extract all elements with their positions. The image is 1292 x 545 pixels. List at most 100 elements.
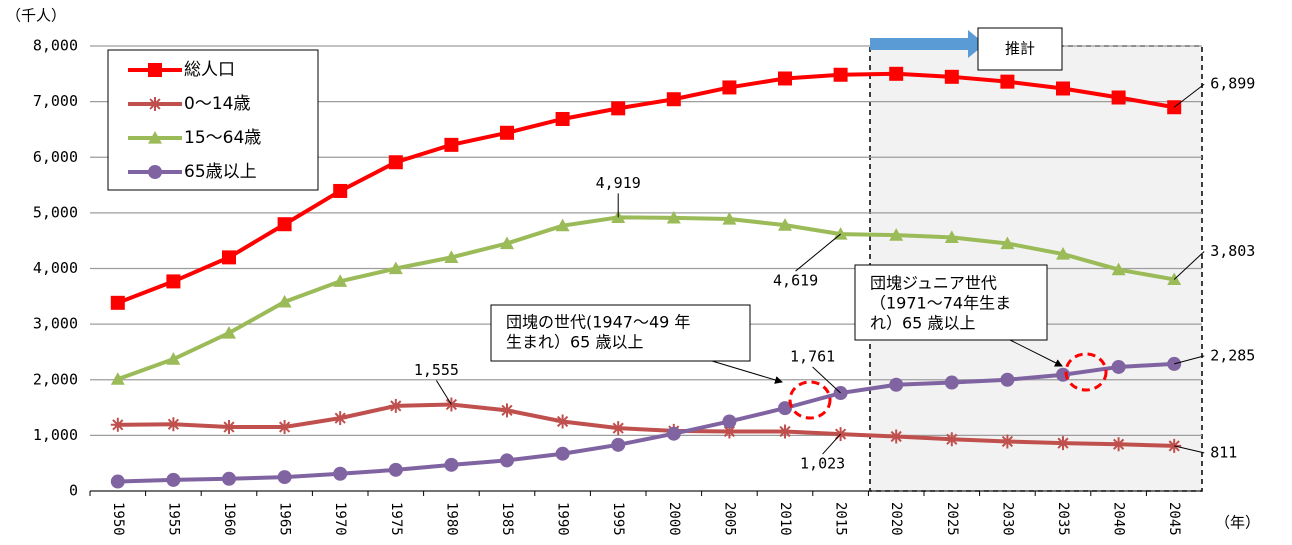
x-tick-label: 2010 [777,502,793,536]
x-tick-label: 1985 [499,502,515,536]
annotation-arrow [711,360,783,384]
marker [1056,247,1070,260]
marker [611,101,626,116]
marker [222,250,236,265]
x-tick-label: 1950 [110,502,126,536]
marker [500,403,514,418]
marker [222,420,236,435]
marker [166,417,181,432]
x-tick-label: 1965 [277,502,293,536]
marker [1167,272,1182,286]
y-tick-label: 2,000 [33,370,78,388]
marker [277,217,292,232]
data-label: 811 [1210,443,1237,461]
x-tick-label: 1980 [443,502,459,536]
x-tick-label: 2005 [721,502,737,536]
marker [388,155,403,170]
y-tick-label: 6,000 [33,148,78,166]
y-tick-label: 3,000 [33,315,78,333]
marker [444,137,459,152]
data-label: 6,899 [1210,75,1255,93]
x-axis-label: （年） [1215,514,1260,532]
marker [500,453,514,468]
x-tick-label: 2015 [833,502,849,536]
y-tick-label: 8,000 [33,37,78,55]
marker [889,429,904,444]
x-tick-label: 2025 [944,502,960,536]
marker [555,446,570,461]
marker [277,294,292,308]
marker [166,274,181,289]
label-leader [1173,251,1205,280]
marker [555,414,570,429]
x-tick-label: 2045 [1166,502,1182,536]
label-leader [435,380,452,405]
x-tick-label: 1960 [221,502,237,536]
marker [1000,236,1015,250]
legend-label: 総人口 [184,60,235,80]
marker [333,183,348,198]
marker [388,462,403,477]
marker [778,71,792,86]
annotation-box [854,264,1048,341]
series-line [117,71,1175,305]
data-label: 4,919 [596,174,641,192]
marker [500,125,514,140]
highlight-circle [788,380,832,420]
marker [1000,372,1015,387]
marker [1111,359,1126,374]
marker [444,457,459,472]
data-label: 3,803 [1210,242,1255,260]
marker [388,261,403,275]
label-leader [1174,355,1205,365]
annotation-text: 団塊ジュニア世代 [870,274,997,293]
x-tick-label: 2030 [999,502,1015,536]
marker [148,63,162,77]
marker [611,421,626,436]
data-label: 1,555 [414,361,459,379]
annotation-text: れ）65 歳以上 [870,314,975,333]
marker [1167,438,1182,453]
legend-label: 65歳以上 [184,162,257,182]
forecast-arrow-head [968,30,985,58]
series-line [117,402,1175,448]
marker [388,398,403,413]
legend [107,49,319,191]
marker [722,211,737,225]
marker [944,375,959,390]
x-tick-label: 2020 [888,502,904,536]
marker [611,437,626,452]
marker [778,218,792,231]
marker [722,80,737,95]
marker [1111,262,1126,276]
marker [1000,434,1015,449]
marker [500,236,514,250]
marker [166,352,181,365]
marker [666,92,681,107]
label-leader [1174,445,1205,454]
marker [944,432,959,447]
marker [110,372,125,385]
marker [944,230,959,243]
marker [110,474,125,489]
label-leader [1173,83,1205,108]
label-leader [795,233,841,272]
marker [222,471,236,486]
y-tick-label: 0 [69,482,78,500]
x-tick-label: 1995 [610,502,626,536]
marker [889,228,904,241]
series-line [117,361,1175,484]
x-tick-label: 1955 [165,502,181,536]
annotation-text: 団塊の世代(1947～49 年 [506,313,690,332]
marker [148,165,162,179]
marker [555,111,570,126]
marker [1056,436,1070,451]
annotation-text: 生まれ）65 歳以上 [506,333,643,352]
y-tick-label: 1,000 [33,426,78,444]
data-label: 2,285 [1210,346,1255,364]
marker [1000,74,1015,89]
marker [555,218,570,232]
label-leader [822,433,841,455]
data-label: 1,023 [800,455,845,473]
